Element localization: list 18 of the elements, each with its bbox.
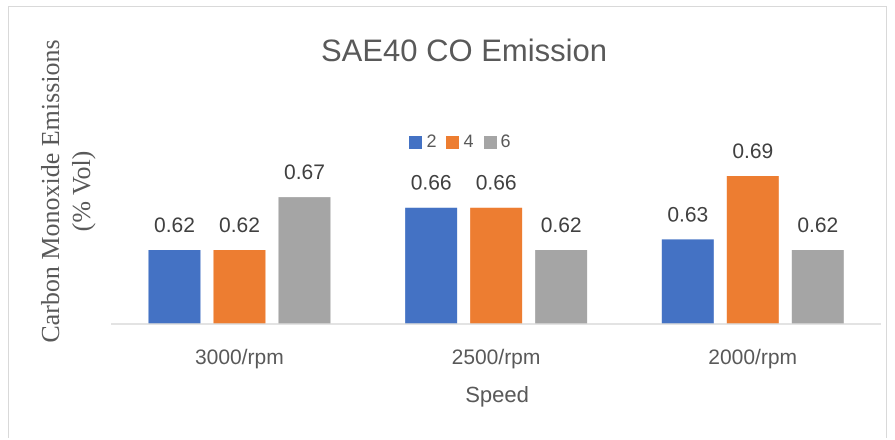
x-tick-label: 2500/rpm [452, 346, 540, 369]
data-label: 0.63 [667, 203, 708, 226]
y-axis-title: Carbon Monoxide Emissions (% Vol) [35, 38, 97, 345]
data-label: 0.67 [284, 161, 325, 184]
legend-label: 2 [426, 131, 436, 151]
data-label: 0.66 [476, 172, 517, 195]
legend-label: 4 [463, 131, 474, 151]
data-label: 0.66 [410, 172, 452, 195]
x-tick-label: 2000/rpm [708, 346, 798, 369]
legend-label: 6 [500, 131, 511, 151]
x-axis-title: Speed [464, 382, 530, 408]
data-label: 0.62 [219, 214, 260, 237]
data-label: 0.62 [540, 214, 582, 237]
data-label: 0.69 [732, 140, 774, 163]
chart-title: SAE40 CO Emission [320, 33, 608, 69]
data-label: 0.62 [154, 214, 195, 237]
x-tick-label: 3000/rpm [194, 346, 284, 369]
data-label: 0.62 [797, 214, 838, 237]
